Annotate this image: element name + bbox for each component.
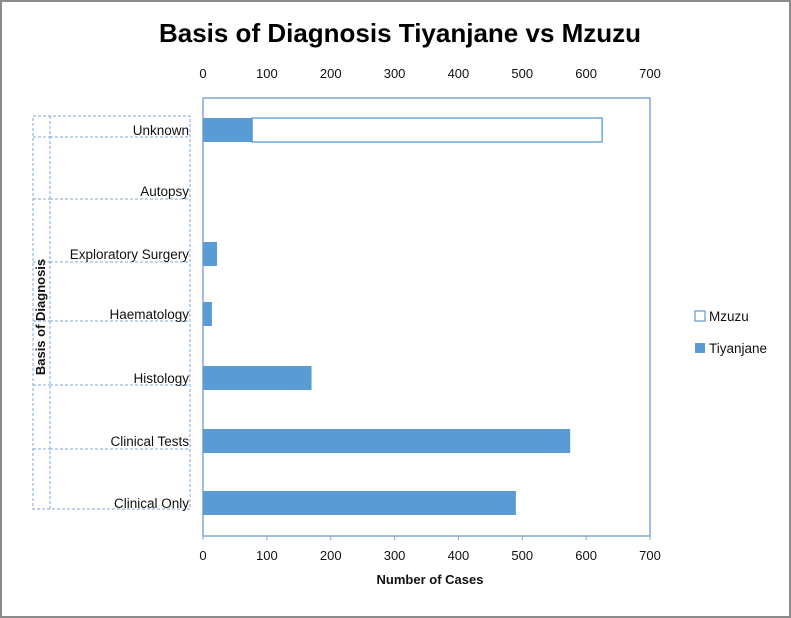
x-axis-label: Number of Cases xyxy=(377,572,484,587)
x-tick-label-bottom: 700 xyxy=(639,548,661,563)
bar-tiyanjane xyxy=(203,242,218,266)
x-tick-label-bottom: 0 xyxy=(199,548,206,563)
bottom-axis-ticks: 0 100 200 300 400 500 600 700 xyxy=(199,536,661,563)
x-tick-label-bottom: 100 xyxy=(256,548,278,563)
bars xyxy=(203,117,603,515)
bar-tiyanjane xyxy=(203,118,253,142)
x-tick-label-top: 500 xyxy=(511,66,533,81)
x-tick-label-bottom: 500 xyxy=(511,548,533,563)
x-tick-label-top: 200 xyxy=(320,66,342,81)
x-tick-label-bottom: 400 xyxy=(448,548,470,563)
category-labels: Unknown Autopsy Exploratory Surgery Haemato… xyxy=(70,123,190,511)
x-tick-label-top: 400 xyxy=(448,66,470,81)
bar-mzuzu xyxy=(251,117,603,143)
legend-label: Tiyanjane xyxy=(709,341,767,356)
x-tick-label-top: 0 xyxy=(199,66,206,81)
x-tick-label-bottom: 200 xyxy=(320,548,342,563)
legend-label: Mzuzu xyxy=(709,309,749,324)
category-label: Histology xyxy=(133,371,189,386)
category-label: Exploratory Surgery xyxy=(70,247,190,262)
x-tick-label-top: 300 xyxy=(384,66,406,81)
bar-tiyanjane xyxy=(203,302,212,326)
x-tick-label-top: 600 xyxy=(575,66,597,81)
category-label: Unknown xyxy=(133,123,189,138)
x-tick-label-bottom: 300 xyxy=(384,548,406,563)
bar-tiyanjane xyxy=(203,429,571,453)
category-label: Autopsy xyxy=(140,184,189,199)
chart-title: Basis of Diagnosis Tiyanjane vs Mzuzu xyxy=(159,18,641,48)
legend-swatch xyxy=(694,310,706,322)
category-axis-outline xyxy=(32,115,191,510)
category-label: Clinical Only xyxy=(114,496,189,511)
top-axis-ticks: 0 100 200 300 400 500 600 700 xyxy=(199,66,660,81)
category-label: Clinical Tests xyxy=(110,434,189,449)
category-label: Haematology xyxy=(109,307,189,322)
x-tick-label-top: 100 xyxy=(256,66,278,81)
bar-tiyanjane xyxy=(203,491,516,515)
x-tick-label-top: 700 xyxy=(639,66,661,81)
bar-tiyanjane xyxy=(203,366,312,390)
legend-swatch xyxy=(695,343,705,353)
y-axis-label: Basis of Diagnosis xyxy=(33,259,48,375)
x-tick-label-bottom: 600 xyxy=(575,548,597,563)
legend: Mzuzu Tiyanjane xyxy=(694,309,767,356)
